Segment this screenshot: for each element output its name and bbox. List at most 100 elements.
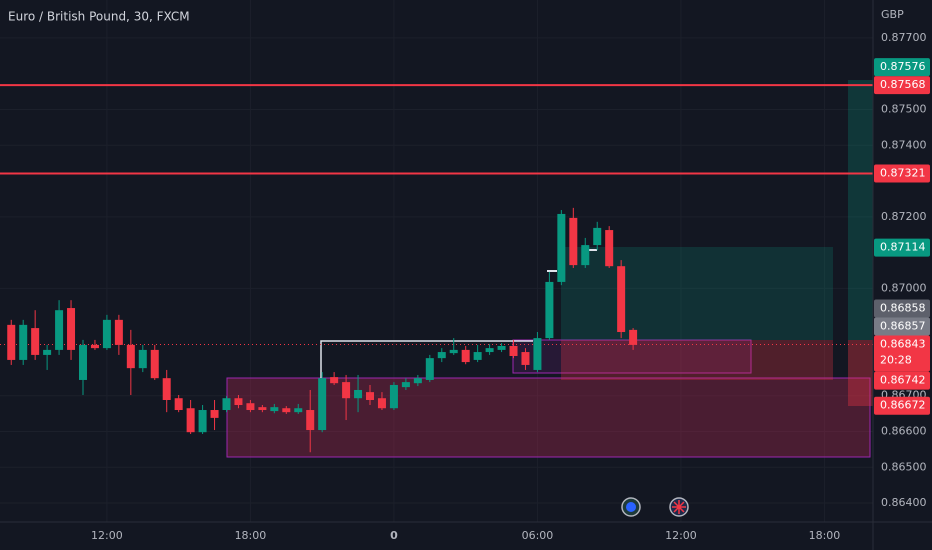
price-badge bbox=[874, 164, 930, 183]
x-tick-label: 12:00 bbox=[91, 529, 123, 542]
candle-body bbox=[174, 398, 183, 411]
candle-body bbox=[210, 410, 219, 418]
price-badge-label: 0.87321 bbox=[880, 167, 926, 180]
candle-body bbox=[55, 310, 64, 350]
candle-body bbox=[461, 349, 470, 363]
y-tick-label: 0.87200 bbox=[881, 210, 927, 223]
price-badge-label: 0.86742 bbox=[880, 374, 926, 387]
countdown-label: 20:28 bbox=[880, 354, 912, 367]
candle-body bbox=[78, 344, 87, 380]
candle-body bbox=[401, 382, 410, 388]
price-badge bbox=[874, 335, 930, 372]
axes: 0.87700 0.87500 0.87400 0.87200 0.87000 0.867… bbox=[91, 31, 926, 542]
price-badge bbox=[874, 238, 930, 257]
candle-body bbox=[198, 410, 207, 433]
candle-body bbox=[19, 324, 28, 360]
candle-body bbox=[126, 344, 135, 369]
stop-zone bbox=[848, 340, 873, 406]
candle-body bbox=[7, 324, 16, 360]
price-badge bbox=[874, 396, 930, 415]
candle-body bbox=[282, 408, 291, 413]
candle-body bbox=[162, 378, 171, 400]
candle-body bbox=[222, 398, 231, 411]
candle-body bbox=[593, 227, 602, 246]
target-zone bbox=[561, 247, 833, 340]
grid bbox=[0, 0, 873, 522]
x-tick-label: 18:00 bbox=[235, 529, 267, 542]
x-tick-label: 12:00 bbox=[665, 529, 697, 542]
candle-body bbox=[557, 213, 566, 282]
stop-zone bbox=[561, 340, 833, 380]
candle-body bbox=[114, 319, 123, 345]
candle-body bbox=[533, 338, 542, 370]
candle-body bbox=[234, 398, 243, 406]
candle-body bbox=[545, 281, 554, 339]
candle-body bbox=[258, 407, 267, 411]
candle-body bbox=[342, 382, 351, 399]
y-tick-label: 0.86600 bbox=[881, 424, 927, 437]
candles bbox=[7, 207, 638, 453]
candle-body bbox=[150, 349, 159, 379]
candle-body bbox=[413, 378, 422, 384]
currency: GBP bbox=[881, 8, 904, 21]
price-badge-label: 0.86857 bbox=[880, 320, 926, 333]
candle-body bbox=[497, 345, 506, 350]
candle-body bbox=[186, 408, 195, 433]
price-badge bbox=[874, 58, 930, 77]
candle-body bbox=[246, 403, 255, 411]
candle-body bbox=[294, 408, 303, 413]
y-tick-label: 0.86400 bbox=[881, 496, 927, 509]
candle-body bbox=[569, 217, 578, 266]
candle-body bbox=[354, 389, 363, 399]
candle-body bbox=[90, 344, 99, 349]
x-tick-label: 18:00 bbox=[809, 529, 841, 542]
drawings bbox=[226, 80, 873, 458]
chart-title: Euro / British Pound, 30, FXCM bbox=[8, 10, 190, 24]
candle-body bbox=[437, 352, 446, 359]
target-zone bbox=[848, 80, 873, 340]
price-badge-label: 0.87568 bbox=[880, 78, 926, 91]
y-tick-label: 0.87700 bbox=[881, 31, 927, 44]
candle-body bbox=[318, 378, 327, 431]
candle-body bbox=[629, 329, 638, 345]
candle-body bbox=[43, 349, 52, 355]
price-badge-label: 0.86858 bbox=[880, 302, 926, 315]
event-icon-inner bbox=[672, 500, 686, 514]
price-badge-label: 0.87576 bbox=[880, 60, 926, 73]
y-tick-label: 0.87400 bbox=[881, 138, 927, 151]
price-badge-label: 0.86843 bbox=[880, 338, 926, 351]
candle-body bbox=[617, 266, 626, 333]
price-badge-label: 0.86672 bbox=[880, 399, 926, 412]
candle-body bbox=[31, 328, 40, 355]
candle-body bbox=[67, 308, 76, 350]
event-icons bbox=[621, 497, 689, 517]
price-badges: 0.86672 0.86742 0.86843 20:28 0.86857 0.86858… bbox=[874, 58, 930, 415]
candle-body bbox=[330, 377, 339, 384]
candle-body bbox=[306, 410, 315, 431]
x-tick-label: 06:00 bbox=[522, 529, 554, 542]
event-icon-inner bbox=[626, 502, 636, 512]
price-lines bbox=[0, 84, 873, 346]
candle-body bbox=[521, 352, 530, 365]
x-tick-label: 0 bbox=[390, 529, 398, 542]
y-tick-label: 0.87500 bbox=[881, 102, 927, 115]
candle-body bbox=[377, 398, 386, 409]
candle-body bbox=[102, 319, 111, 349]
demand-zone bbox=[226, 377, 871, 458]
price-badge bbox=[874, 371, 930, 390]
candle-body bbox=[605, 230, 614, 267]
price-badge bbox=[874, 76, 930, 95]
price-badge-label: 0.87114 bbox=[880, 241, 926, 254]
candle-body bbox=[425, 358, 434, 380]
candle-body bbox=[485, 348, 494, 353]
price-badge bbox=[874, 317, 930, 336]
level-line bbox=[320, 340, 533, 378]
candle-body bbox=[449, 349, 458, 354]
y-tick-label: 0.86500 bbox=[881, 460, 927, 473]
candle-body bbox=[581, 245, 590, 266]
candle-body bbox=[138, 349, 147, 369]
price-badge bbox=[874, 299, 930, 318]
candle-body bbox=[366, 392, 375, 400]
